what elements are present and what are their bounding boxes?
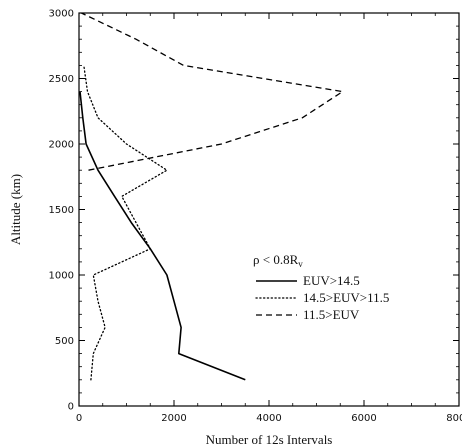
legend-title-subscript: v [298, 259, 303, 269]
y-tick-label: 500 [55, 336, 74, 347]
series-line-3 [81, 12, 344, 171]
x-tick-label: 8000 [446, 413, 462, 424]
series-line-2 [83, 64, 168, 381]
y-tick-label: 3000 [49, 9, 74, 20]
legend-label-2: 14.5>EUV>11.5 [303, 290, 389, 305]
x-tick-label: 6000 [351, 413, 376, 424]
x-tick-label: 0 [76, 413, 82, 424]
legend-title-main: ρ < 0.8R [253, 252, 299, 267]
legend-label-3: 11.5>EUV [303, 307, 360, 322]
series-layer [79, 12, 344, 381]
x-tick-label: 2000 [161, 413, 186, 424]
plot-border [78, 12, 460, 407]
y-tick-label: 2500 [49, 74, 74, 85]
plot-frame [78, 12, 460, 407]
legend-title: ρ < 0.8Rv [253, 252, 303, 269]
legend: ρ < 0.8Rv EUV>14.5 14.5>EUV>11.5 11.5>EUV [253, 252, 389, 322]
y-axis-label: Altitude (km) [8, 174, 23, 245]
y-tick-label: 0 [68, 402, 74, 413]
series-line-1 [79, 91, 246, 381]
y-tick-label: 2000 [49, 140, 74, 151]
axis-ticks: 0 2000 4000 6000 8000 0 500 1000 1500 2000 2500 300… [49, 9, 462, 425]
x-axis-label: Number of 12s Intervals [206, 432, 333, 447]
y-tick-label: 1000 [49, 271, 74, 282]
legend-label-1: EUV>14.5 [303, 273, 360, 288]
y-tick-label: 1500 [49, 205, 74, 216]
x-tick-label: 4000 [256, 413, 281, 424]
